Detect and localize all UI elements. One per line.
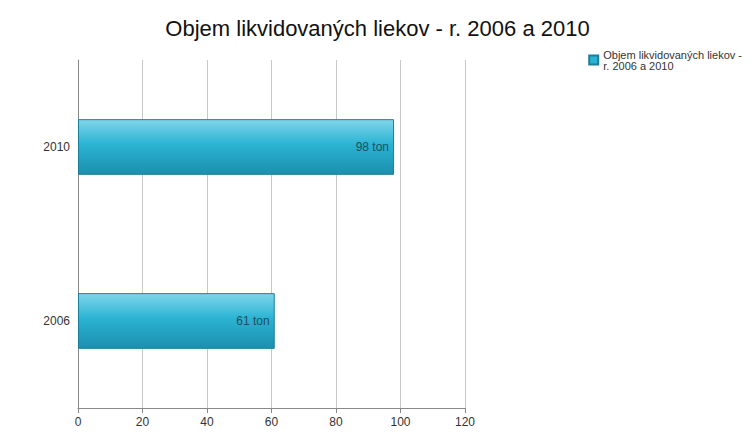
svg-text:61 ton: 61 ton: [236, 314, 269, 328]
svg-text:100: 100: [390, 415, 410, 429]
svg-text:0: 0: [75, 415, 82, 429]
svg-text:120: 120: [455, 415, 475, 429]
svg-text:2006: 2006: [43, 314, 70, 328]
svg-text:20: 20: [136, 415, 150, 429]
svg-text:98 ton: 98 ton: [356, 140, 389, 154]
svg-text:r. 2006 a 2010: r. 2006 a 2010: [603, 60, 673, 72]
svg-text:2010: 2010: [43, 140, 70, 154]
svg-text:40: 40: [200, 415, 214, 429]
svg-text:80: 80: [329, 415, 343, 429]
svg-text:Objem likvidovaných liekov - r: Objem likvidovaných liekov - r. 2006 a 2…: [165, 16, 589, 41]
svg-text:Objem likvidovaných liekov -: Objem likvidovaných liekov -: [603, 48, 742, 61]
svg-text:60: 60: [265, 415, 279, 429]
